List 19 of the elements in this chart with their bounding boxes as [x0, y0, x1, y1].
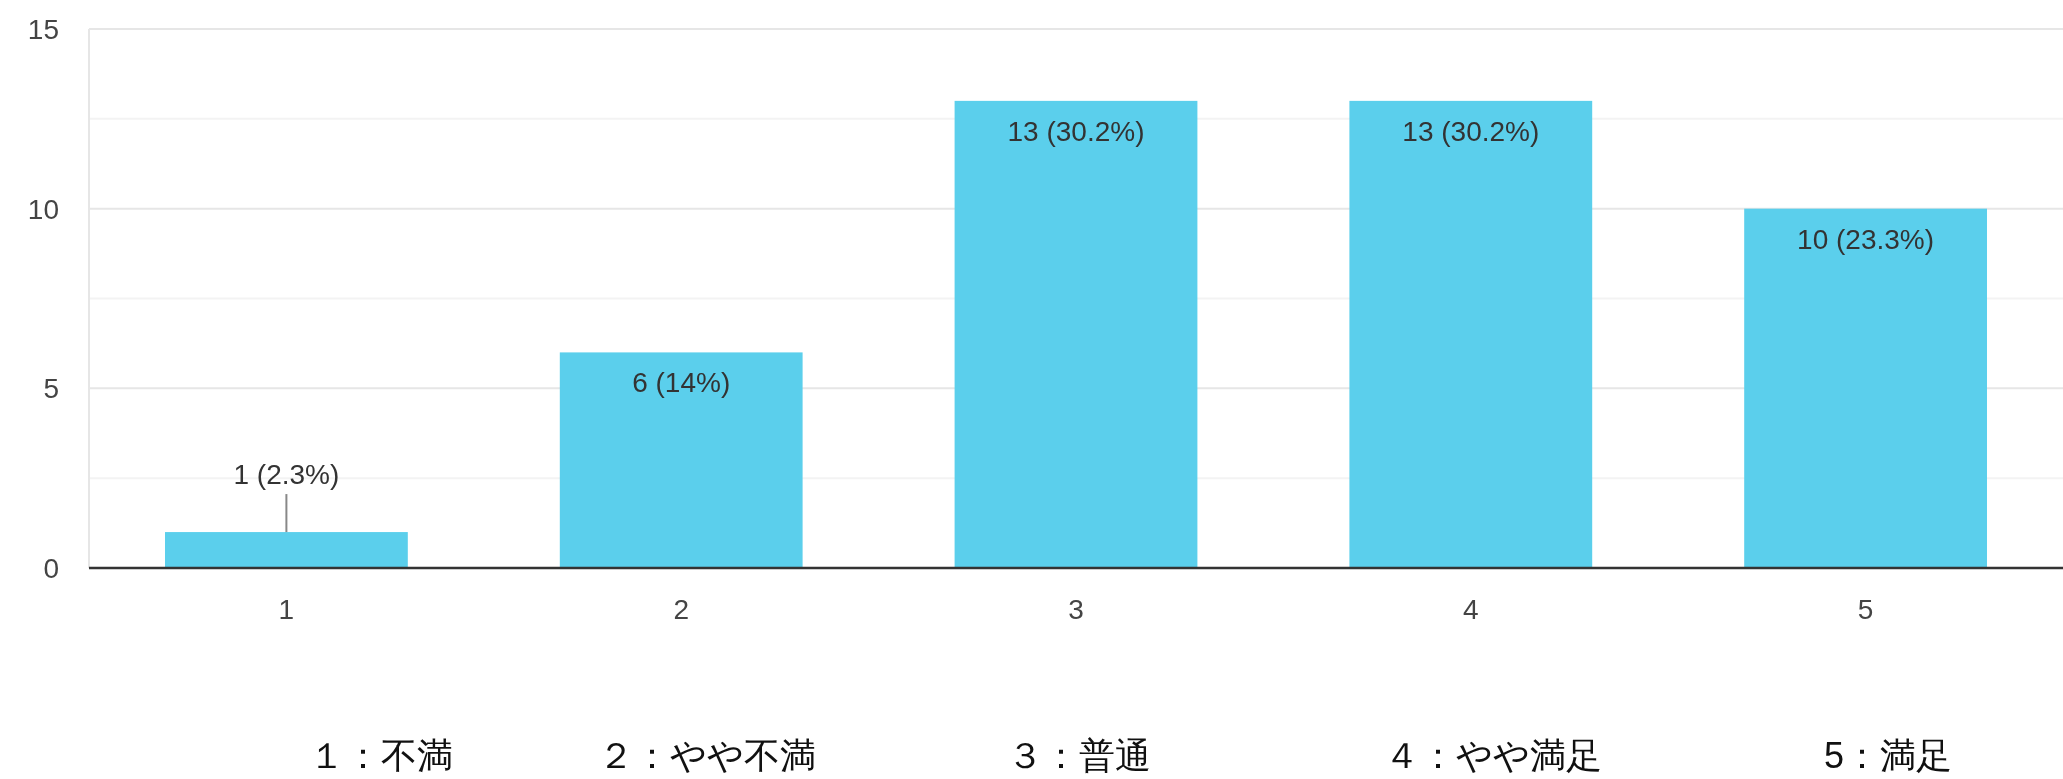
- data-label: 1 (2.3%): [233, 459, 340, 491]
- data-label: 6 (14%): [632, 367, 731, 399]
- x-tick-label: 1: [278, 594, 295, 625]
- x-tick-label: 3: [1068, 594, 1084, 625]
- y-tick-label: 5: [43, 373, 59, 405]
- x-tick-label: 4: [1463, 594, 1479, 625]
- text: ２：やや不満: [598, 735, 816, 776]
- text: ３：普通: [1007, 735, 1151, 776]
- data-label: 10 (23.3%): [1797, 223, 1935, 255]
- y-tick-label: 10: [27, 193, 59, 225]
- text: 5：満足: [1823, 735, 1953, 776]
- text: ４：やや満足: [1384, 735, 1602, 776]
- data-label: 13 (30.2%): [1007, 115, 1145, 147]
- x-tick-label: 5: [1857, 594, 1874, 625]
- y-tick-label: 0: [43, 553, 59, 584]
- x-tick-label: 2: [673, 594, 689, 625]
- text: １：不満: [309, 735, 453, 776]
- y-tick-label: 15: [27, 14, 59, 45]
- data-label: 13 (30.2%): [1402, 115, 1540, 147]
